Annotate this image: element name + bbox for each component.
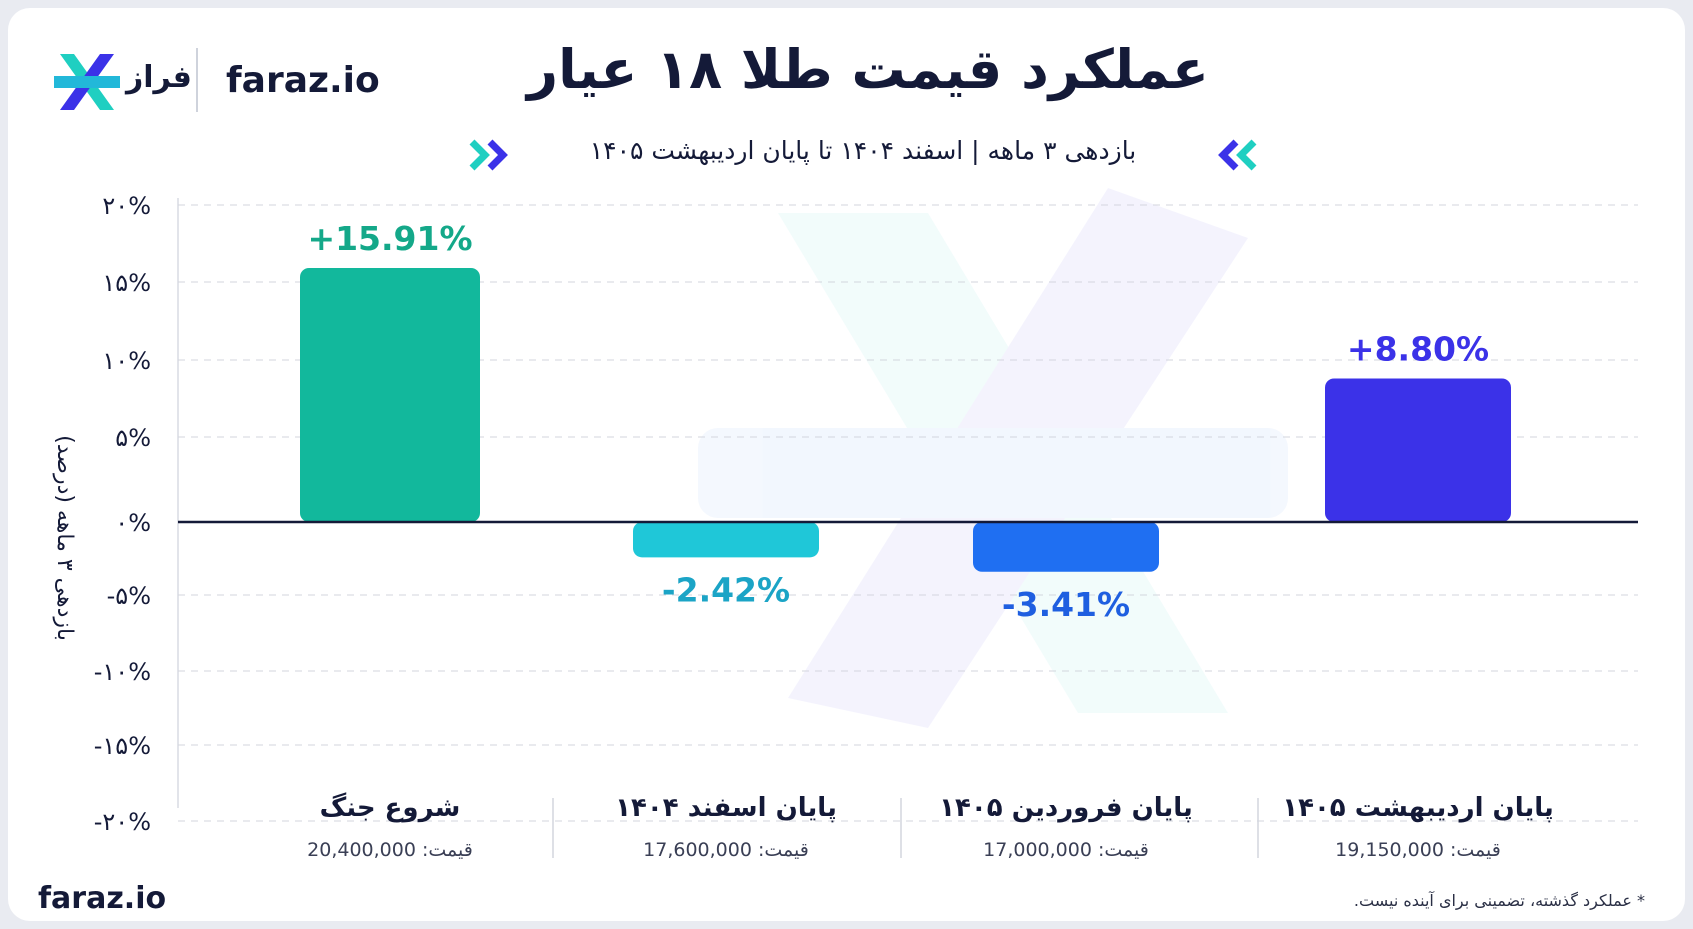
y-tick-label: -۵% (107, 582, 151, 610)
y-tick-label: ۱۵% (102, 269, 151, 297)
subtitle-row: بازدهی ۳ ماهه | اسفند ۱۴۰۴ تا پایان اردی… (448, 136, 1278, 176)
price-label: قیمت: 20,400,000 (307, 839, 473, 861)
y-tick-label: ۰% (115, 509, 151, 537)
category-label: پایان اسفند ۱۴۰۴ (615, 793, 837, 823)
brand-name-fa: فراز (126, 60, 192, 95)
bar (973, 522, 1159, 572)
y-tick-label: -۲۰% (94, 808, 151, 836)
y-tick-label: -۱۰% (94, 658, 151, 686)
price-label: قیمت: 17,000,000 (983, 839, 1149, 861)
disclaimer-note: * عملکرد گذشته، تضمینی برای آینده نیست. (1353, 891, 1645, 910)
category-label: پایان فروردین ۱۴۰۵ (939, 793, 1193, 823)
faraz-logo-icon (54, 54, 120, 110)
y-axis-title: بازدهی ۳ ماهه (درصد) (52, 435, 77, 641)
double-chevron-right-icon (469, 139, 508, 171)
bar (633, 522, 819, 558)
y-tick-label: -۱۵% (94, 732, 151, 760)
price-label: قیمت: 17,600,000 (643, 839, 809, 861)
double-chevron-left-icon (1218, 139, 1257, 171)
bar-value-label: -3.41% (1002, 585, 1130, 624)
price-label: قیمت: 19,150,000 (1335, 839, 1501, 861)
chart-card: فراز faraz.io عملکرد قیمت طلا ۱۸ عیار با… (8, 8, 1685, 921)
category-label: شروع جنگ (320, 792, 461, 823)
y-tick-label: ۱۰% (102, 347, 151, 375)
footer-brand[interactable]: faraz.io (38, 881, 167, 916)
y-tick-label: ۲۰% (102, 192, 151, 220)
brand-name-en: faraz.io (226, 60, 380, 101)
bar (1325, 378, 1511, 522)
bar-value-label: -2.42% (662, 570, 790, 609)
brand-logo[interactable]: فراز faraz.io (46, 46, 380, 116)
chart-subtitle: بازدهی ۳ ماهه | اسفند ۱۴۰۴ تا پایان اردی… (589, 136, 1137, 165)
category-label: پایان اردیبهشت ۱۴۰۵ (1282, 793, 1554, 823)
watermark-logo (698, 188, 1288, 728)
chart-title: عملکرد قیمت طلا ۱۸ عیار (527, 38, 1209, 101)
y-tick-label: ۵% (115, 424, 151, 452)
bar-value-label: +15.91% (307, 219, 472, 258)
bar-chart: ۲۰% ۱۵% ۱۰% ۵% ۰% -۵% -۱۰% -۱۵% -۲۰% بازدهی ۳ ماه… (52, 188, 1638, 861)
bar-value-label: +8.80% (1347, 329, 1489, 368)
logo-divider (196, 48, 198, 112)
bar (300, 267, 480, 522)
